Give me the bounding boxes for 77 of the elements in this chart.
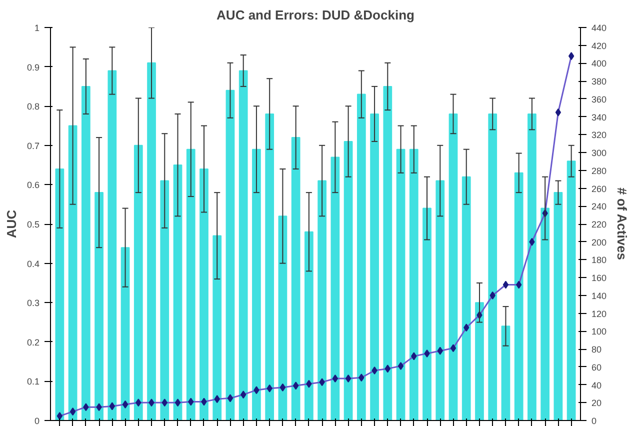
y2-tick-label: 0 <box>592 416 597 426</box>
bar <box>409 148 418 420</box>
bar <box>540 208 550 420</box>
y2-tick-label: 260 <box>592 184 607 194</box>
bar <box>514 172 524 420</box>
bar <box>344 140 353 420</box>
y2-tick-label: 160 <box>592 273 607 284</box>
y-tick-label: 0.4 <box>26 258 40 269</box>
y-tick-label: 0.3 <box>26 298 40 308</box>
bar <box>566 160 576 420</box>
y2-tick-label: 100 <box>592 326 607 337</box>
y-tick-label: 0.8 <box>26 102 40 112</box>
y2-tick-label: 340 <box>592 112 607 122</box>
bar <box>238 70 248 420</box>
y-tick-label: 0.5 <box>26 220 40 230</box>
bar <box>212 235 222 420</box>
bar <box>436 180 445 420</box>
bar <box>108 70 117 420</box>
y2-tick-label: 360 <box>592 94 607 104</box>
bar <box>462 176 471 420</box>
y2-tick-label: 320 <box>592 130 607 140</box>
bar <box>370 113 379 420</box>
y-tick-label: 0.1 <box>26 376 40 387</box>
y2-axis-title: # of Actives <box>614 188 630 260</box>
y-tick-label: 0.9 <box>26 62 40 72</box>
bar <box>173 164 182 420</box>
y-tick-label: 0.2 <box>26 337 40 348</box>
bar <box>528 113 536 420</box>
y-tick-label: 1 <box>34 23 40 33</box>
bar <box>252 148 261 420</box>
bar <box>448 113 458 420</box>
bar <box>200 168 208 420</box>
bar <box>383 86 392 420</box>
bar <box>160 180 170 420</box>
y2-tick-label: 400 <box>592 58 607 69</box>
bar <box>318 180 326 420</box>
bar <box>278 216 288 420</box>
y2-tick-label: 220 <box>592 220 607 230</box>
bar <box>134 144 143 420</box>
y2-tick-label: 300 <box>592 148 607 158</box>
bar <box>265 113 274 420</box>
bar <box>396 148 406 420</box>
bar <box>81 86 90 420</box>
chart-title: AUC and Errors: DUD &Docking <box>216 8 415 22</box>
y2-tick-label: 140 <box>592 290 607 301</box>
y2-tick-label: 20 <box>592 398 602 408</box>
bar <box>68 125 78 420</box>
y2-tick-label: 380 <box>592 76 607 87</box>
bar <box>330 156 340 420</box>
y2-tick-label: 280 <box>592 166 607 176</box>
bar <box>501 326 510 420</box>
bar <box>226 90 235 420</box>
y2-tick-label: 200 <box>592 237 607 248</box>
y-tick-label: 0.6 <box>26 180 40 190</box>
bar <box>356 94 366 420</box>
bar <box>488 113 498 420</box>
y2-tick-label: 180 <box>592 255 607 266</box>
y-tick-label: 0.7 <box>26 140 40 151</box>
bar <box>475 302 484 420</box>
y2-tick-label: 120 <box>592 308 607 319</box>
y-axis-title: AUC <box>4 209 19 238</box>
y2-tick-label: 440 <box>592 23 607 33</box>
bar <box>186 148 196 420</box>
y2-tick-label: 80 <box>592 344 602 355</box>
bar <box>304 231 314 420</box>
bar <box>94 192 104 420</box>
y2-tick-label: 420 <box>592 40 607 51</box>
y2-tick-label: 240 <box>592 202 607 212</box>
bar <box>120 247 130 420</box>
bar <box>291 137 300 420</box>
y2-tick-label: 60 <box>592 362 602 372</box>
bar <box>554 192 563 420</box>
bar <box>55 168 64 420</box>
y2-tick-label: 40 <box>592 380 602 390</box>
y-tick-label: 0 <box>34 416 40 426</box>
bar <box>147 62 156 420</box>
bar <box>422 208 432 420</box>
